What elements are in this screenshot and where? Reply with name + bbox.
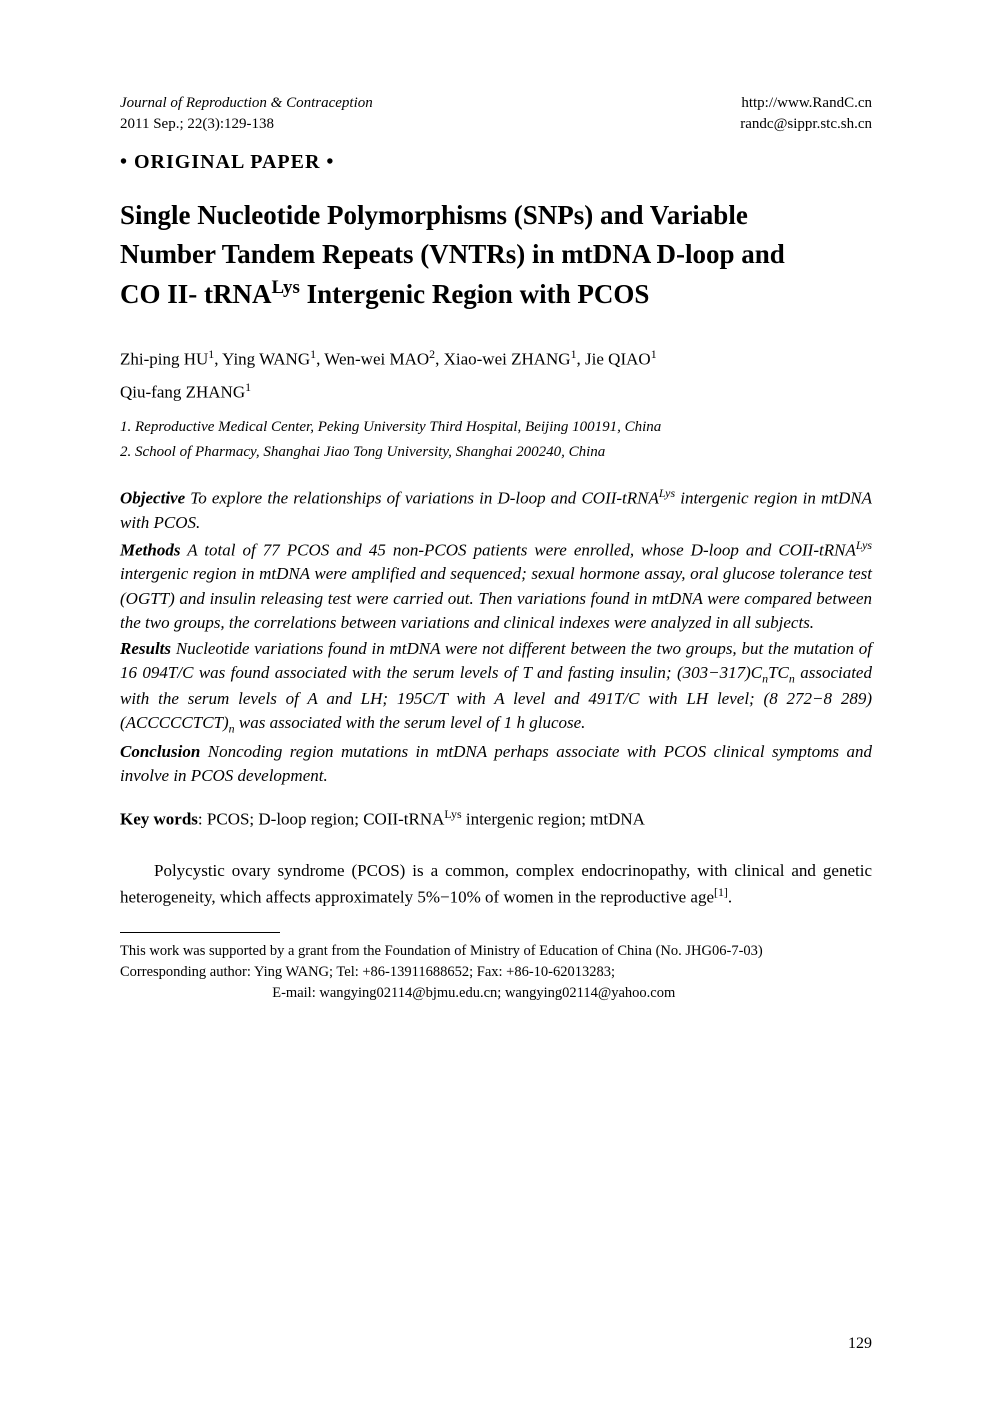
- results-post: was associated with the serum level of 1…: [235, 713, 586, 732]
- keywords-label: Key words: [120, 810, 198, 829]
- methods-body-pre: A total of 77 PCOS and 45 non-PCOS patie…: [180, 540, 855, 559]
- conclusion-body: Noncoding region mutations in mtDNA perh…: [120, 742, 872, 785]
- page-number: 129: [848, 1335, 872, 1353]
- intro-paragraph: Polycystic ovary syndrome (PCOS) is a co…: [120, 859, 872, 910]
- author-5: , Jie QIAO: [577, 350, 651, 369]
- journal-name: Journal of Reproduction & Contraception: [120, 95, 373, 112]
- keywords: Key words: PCOS; D-loop region; COII-tRN…: [120, 806, 872, 831]
- results-mid1: TC: [768, 663, 789, 682]
- author-6-affil: 1: [245, 380, 251, 394]
- journal-website: http://www.RandC.cn: [741, 95, 872, 112]
- objective-heading: Objective: [120, 488, 185, 507]
- title-line-3-pre: CO II- tRNA: [120, 279, 272, 309]
- abstract-block: Objective To explore the relationships o…: [120, 485, 872, 788]
- footnote-corresponding: Corresponding author: Ying WANG; Tel: +8…: [120, 962, 872, 983]
- abstract-objective: Objective To explore the relationships o…: [120, 485, 872, 535]
- title-line-1: Single Nucleotide Polymorphisms (SNPs) a…: [120, 200, 748, 230]
- footnote-email: E-mail: wangying02114@bjmu.edu.cn; wangy…: [120, 983, 872, 1004]
- conclusion-heading: Conclusion: [120, 742, 200, 761]
- results-heading: Results: [120, 639, 171, 658]
- abstract-results: Results Nucleotide variations found in m…: [120, 637, 872, 738]
- section-label: • ORIGINAL PAPER •: [120, 151, 872, 174]
- footnote-separator: [120, 932, 280, 933]
- journal-email: randc@sippr.stc.sh.cn: [740, 116, 872, 133]
- author-5-affil: 1: [651, 347, 657, 361]
- affiliation-1: 1. Reproductive Medical Center, Peking U…: [120, 417, 872, 438]
- author-4: , Xiao-wei ZHANG: [435, 350, 571, 369]
- title-line-2: Number Tandem Repeats (VNTRs) in mtDNA D…: [120, 239, 785, 269]
- keywords-text-pre: : PCOS; D-loop region; COII-tRNA: [198, 810, 445, 829]
- journal-header-row-1: Journal of Reproduction & Contraception …: [120, 95, 872, 112]
- journal-header-row-2: 2011 Sep.; 22(3):129-138 randc@sippr.stc…: [120, 116, 872, 133]
- intro-text-pre: Polycystic ovary syndrome (PCOS) is a co…: [120, 861, 872, 906]
- intro-citation: [1]: [714, 885, 728, 899]
- author-3: , Wen-wei MAO: [316, 350, 429, 369]
- objective-sup: Lys: [659, 486, 675, 500]
- affiliation-2: 2. School of Pharmacy, Shanghai Jiao Ton…: [120, 442, 872, 463]
- author-2: , Ying WANG: [214, 350, 310, 369]
- title-superscript: Lys: [272, 277, 300, 298]
- objective-body-pre: To explore the relationships of variatio…: [185, 488, 659, 507]
- methods-sup: Lys: [856, 538, 872, 552]
- author-6: Qiu-fang ZHANG: [120, 382, 245, 401]
- results-body-pre: Nucleotide variations found in mtDNA wer…: [120, 639, 872, 682]
- abstract-conclusion: Conclusion Noncoding region mutations in…: [120, 740, 872, 788]
- keywords-text-post: intergenic region; mtDNA: [462, 810, 645, 829]
- methods-heading: Methods: [120, 540, 180, 559]
- authors-line-2: Qiu-fang ZHANG1: [120, 379, 872, 405]
- keywords-sup: Lys: [444, 807, 461, 821]
- intro-text-post: .: [728, 888, 732, 907]
- author-1: Zhi-ping HU: [120, 350, 208, 369]
- article-title: Single Nucleotide Polymorphisms (SNPs) a…: [120, 196, 872, 314]
- authors-line-1: Zhi-ping HU1, Ying WANG1, Wen-wei MAO2, …: [120, 346, 872, 372]
- methods-body-post: intergenic region in mtDNA were amplifie…: [120, 564, 872, 631]
- title-line-3-post: Intergenic Region with PCOS: [300, 279, 649, 309]
- footnote-funding: This work was supported by a grant from …: [120, 941, 872, 962]
- issue-info: 2011 Sep.; 22(3):129-138: [120, 116, 274, 133]
- abstract-methods: Methods A total of 77 PCOS and 45 non-PC…: [120, 537, 872, 635]
